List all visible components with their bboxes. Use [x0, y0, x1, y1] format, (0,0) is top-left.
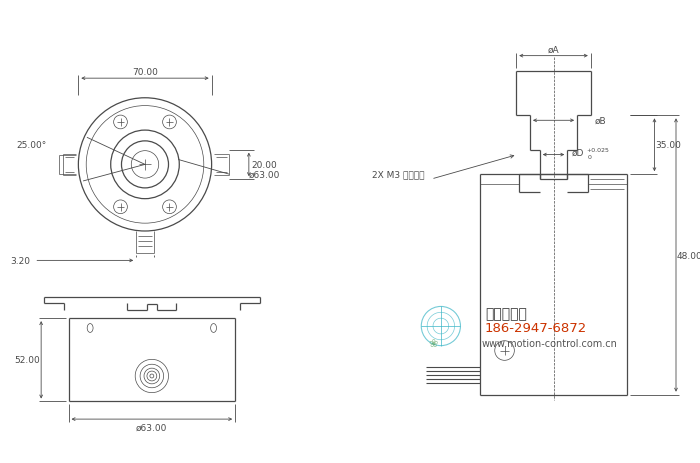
Text: ❀: ❀	[428, 338, 438, 348]
Text: ø63.00: ø63.00	[136, 423, 167, 432]
Text: 70.00: 70.00	[132, 68, 158, 77]
Text: ø63.00: ø63.00	[248, 170, 280, 179]
Text: 0: 0	[588, 155, 592, 160]
Text: øB: øB	[595, 117, 606, 125]
Text: 35.00: 35.00	[655, 141, 681, 150]
Text: øA: øA	[547, 45, 559, 54]
Text: www.motion-control.com.cn: www.motion-control.com.cn	[482, 338, 618, 348]
Text: 2X M3 固定螺钉: 2X M3 固定螺钉	[372, 170, 425, 179]
Text: +0.025: +0.025	[586, 148, 609, 153]
Text: 186-2947-6872: 186-2947-6872	[485, 322, 587, 335]
Text: 3.20: 3.20	[10, 257, 30, 265]
Text: 20.00: 20.00	[251, 161, 277, 169]
Text: 西安德伍拓: 西安德伍拓	[485, 307, 527, 320]
Text: 25.00°: 25.00°	[17, 141, 47, 150]
Text: 48.00: 48.00	[677, 251, 700, 260]
Text: 52.00: 52.00	[15, 356, 41, 364]
Text: øD: øD	[572, 149, 584, 158]
